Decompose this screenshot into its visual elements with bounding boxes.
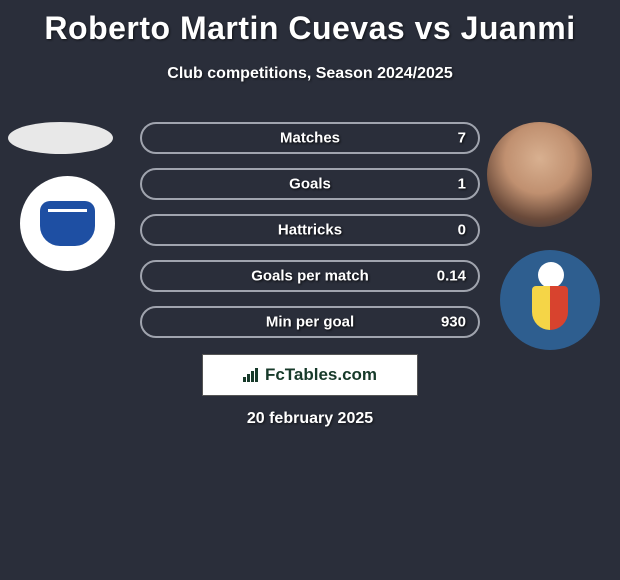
ball-icon	[538, 262, 564, 288]
date-label: 20 february 2025	[0, 410, 620, 428]
stat-label: Goals	[142, 176, 478, 193]
stats-container: Matches 7 Goals 1 Hattricks 0 Goals per …	[140, 122, 480, 352]
stat-row-goals: Goals 1	[140, 168, 480, 200]
club-left-badge	[20, 176, 115, 271]
player-left-avatar	[8, 122, 113, 154]
stat-label: Min per goal	[142, 314, 478, 331]
subtitle: Club competitions, Season 2024/2025	[0, 65, 620, 83]
page-title: Roberto Martin Cuevas vs Juanmi	[0, 0, 620, 47]
club-left-shield-icon	[40, 201, 95, 246]
stat-value-right: 0.14	[437, 268, 466, 285]
stat-label: Matches	[142, 130, 478, 147]
stat-label: Goals per match	[142, 268, 478, 285]
club-right-shield-icon	[532, 286, 568, 330]
stat-row-goals-per-match: Goals per match 0.14	[140, 260, 480, 292]
stat-value-right: 0	[458, 222, 466, 239]
player-right-avatar	[487, 122, 592, 227]
brand-box[interactable]: FcTables.com	[202, 354, 418, 396]
club-right-badge	[500, 250, 600, 350]
stat-row-hattricks: Hattricks 0	[140, 214, 480, 246]
stat-row-matches: Matches 7	[140, 122, 480, 154]
stat-label: Hattricks	[142, 222, 478, 239]
stat-row-min-per-goal: Min per goal 930	[140, 306, 480, 338]
stat-value-right: 1	[458, 176, 466, 193]
bars-icon	[243, 368, 261, 382]
brand-text: FcTables.com	[265, 365, 377, 385]
stat-value-right: 930	[441, 314, 466, 331]
stat-value-right: 7	[458, 130, 466, 147]
